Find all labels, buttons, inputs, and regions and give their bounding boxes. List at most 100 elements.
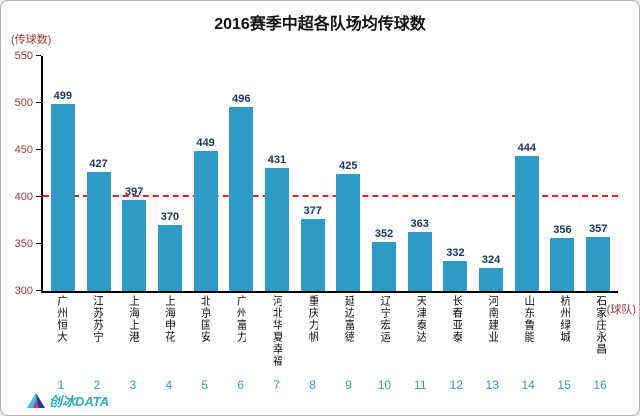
team-index-label: 8 <box>309 378 316 392</box>
logo-triangle-icon <box>27 392 45 408</box>
y-tick-label: 550 <box>14 50 33 62</box>
chart-title: 2016赛季中超各队场均传球数 <box>214 16 426 33</box>
bar-value-label: 499 <box>53 89 73 102</box>
bar <box>372 242 397 291</box>
team-index-label: 7 <box>273 378 280 392</box>
bar-value-label: 352 <box>374 228 394 241</box>
team-name-label: 辽宁宏运 <box>379 295 391 343</box>
team-index-label: 2 <box>93 378 101 392</box>
bar-column: 425 <box>331 56 367 291</box>
y-tick-mark <box>36 55 41 56</box>
bar-column: 370 <box>152 56 188 291</box>
y-tick-mark <box>36 243 41 244</box>
bar <box>443 260 468 291</box>
x-label-column: 北京国安 5 <box>187 295 223 392</box>
y-tick-label: 400 <box>14 191 33 203</box>
x-label-column: 广州恒大 1 <box>43 295 79 392</box>
y-tick-mark <box>36 290 41 291</box>
bar <box>50 103 75 291</box>
team-index-label: 11 <box>414 378 427 392</box>
bar-column: 496 <box>223 56 259 291</box>
logo-text: 创冰DATA <box>49 394 110 409</box>
y-axis-tick-labels: 300 350 400 450 500 550 <box>1 50 39 297</box>
bar-value-label: 324 <box>481 254 501 267</box>
team-name-label: 广州富力 <box>235 295 247 343</box>
team-index-label: 3 <box>129 378 137 392</box>
reference-line-400 <box>43 195 618 197</box>
bar-column: 377 <box>295 56 331 291</box>
bar-value-label: 427 <box>89 157 108 170</box>
team-index-label: 6 <box>237 378 244 392</box>
bars-row: 499 427 397 370 449 496 431 377 425 352 363 332 324 4… <box>43 56 618 291</box>
team-index-label: 5 <box>201 378 209 392</box>
team-name-label: 石家庄永昌 <box>594 295 606 355</box>
team-name-label: 上海申花 <box>163 295 175 343</box>
x-label-column: 广州富力 6 <box>223 295 259 392</box>
plot-area: 499 427 397 370 449 496 431 377 425 352 363 332 324 4… <box>36 55 618 293</box>
x-label-column: 重庆力帆 8 <box>295 295 331 392</box>
bar-value-label: 449 <box>196 136 215 149</box>
bar-value-label: 332 <box>446 246 465 259</box>
bar <box>514 155 539 291</box>
bar-column: 431 <box>259 56 295 291</box>
bar <box>157 225 182 291</box>
team-index-label: 13 <box>485 378 499 392</box>
bar <box>300 218 325 291</box>
team-name-label: 广州恒大 <box>55 295 67 343</box>
bar-value-label: 377 <box>303 204 322 217</box>
x-label-column: 上海申花 4 <box>151 295 187 392</box>
y-tick-label: 350 <box>14 238 33 250</box>
bar-value-label: 496 <box>232 92 251 105</box>
x-label-column: 河南建业 13 <box>474 295 510 392</box>
team-index-label: 9 <box>345 378 352 392</box>
bar-column: 427 <box>81 56 117 291</box>
bar-column: 357 <box>580 56 616 291</box>
x-labels-row: 广州恒大 1 江苏苏宁 2 上海上港 3 上海申花 4 北京国安 5 广州富力 6 河北华夏幸福 7 重庆力… <box>41 295 620 392</box>
bar <box>550 238 575 291</box>
bar-column: 363 <box>402 56 438 291</box>
bar-column: 324 <box>473 56 509 291</box>
y-tick-label: 500 <box>14 97 33 109</box>
team-name-label: 长春亚泰 <box>451 295 463 343</box>
team-index-label: 15 <box>557 378 571 392</box>
y-tick-mark <box>36 149 41 150</box>
bar-column: 499 <box>45 56 81 291</box>
x-label-column: 杭州绿城 15 <box>546 295 582 392</box>
bar <box>193 150 218 291</box>
x-label-column: 延边富德 9 <box>331 295 367 392</box>
team-name-label: 上海上港 <box>127 295 139 343</box>
bar-column: 444 <box>509 56 545 291</box>
x-label-column: 长春亚泰 12 <box>438 295 474 392</box>
bar-value-label: 444 <box>517 141 536 154</box>
bar-value-label: 397 <box>125 185 144 198</box>
x-label-column: 石家庄永昌 16 <box>582 295 618 392</box>
team-name-label: 山东鲁能 <box>522 295 534 343</box>
team-index-label: 1 <box>57 378 65 392</box>
y-axis-unit-label: (传球数) <box>11 34 52 46</box>
x-label-column: 山东鲁能 14 <box>510 295 546 392</box>
x-label-column: 上海上港 3 <box>115 295 151 392</box>
bar <box>586 237 611 291</box>
x-label-column: 河北华夏幸福 7 <box>259 295 295 392</box>
bar-value-label: 363 <box>410 217 429 230</box>
team-index-label: 4 <box>165 378 173 392</box>
team-name-label: 河北华夏幸福 <box>271 295 283 367</box>
team-name-label: 延边富德 <box>343 295 355 343</box>
team-name-label: 北京国安 <box>199 295 211 343</box>
team-index-label: 12 <box>449 378 463 392</box>
team-name-label: 河南建业 <box>486 295 498 343</box>
x-label-column: 江苏苏宁 2 <box>79 295 115 392</box>
bar-value-label: 425 <box>339 159 358 172</box>
bar-value-label: 431 <box>267 153 287 166</box>
brand-logo: 创冰DATA <box>27 391 109 410</box>
bar-column: 397 <box>116 56 152 291</box>
bar-value-label: 356 <box>553 224 572 237</box>
team-index-label: 14 <box>521 378 535 392</box>
bar-column: 332 <box>438 56 474 291</box>
team-name-label: 重庆力帆 <box>307 295 319 343</box>
team-name-label: 杭州绿城 <box>558 295 570 343</box>
x-axis-unit-label: (球队) <box>606 304 636 316</box>
bar <box>264 167 289 291</box>
bar <box>122 199 147 291</box>
bar-column: 356 <box>545 56 581 291</box>
